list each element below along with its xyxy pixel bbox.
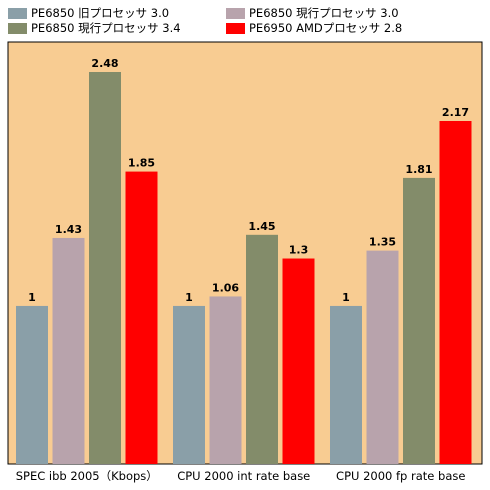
- legend-swatch: [226, 22, 245, 34]
- value-label-2-4: 1.3: [289, 244, 309, 257]
- value-label-1-2: 1.43: [55, 223, 82, 236]
- value-label-1-3: 2.48: [91, 57, 118, 70]
- legend-label: PE6950 AMDプロセッサ 2.8: [249, 21, 403, 35]
- bar-1-1: [16, 305, 48, 464]
- bar-2-1: [173, 305, 205, 464]
- value-label-3-4: 2.17: [442, 106, 469, 119]
- value-label-1-1: 1: [28, 291, 36, 304]
- legend-item-series-4: PE6950 AMDプロセッサ 2.8: [226, 21, 402, 35]
- value-label-2-3: 1.45: [248, 220, 275, 233]
- legend-swatch: [8, 22, 27, 34]
- value-label-3-3: 1.81: [405, 163, 432, 176]
- legend-item-series-1: PE6850 旧プロセッサ 3.0: [8, 6, 169, 20]
- bar-1-2: [52, 237, 85, 464]
- category-label-3: CPU 2000 fp rate base: [336, 469, 465, 483]
- category-labels-layer: SPEC ibb 2005（Kbops） CPU 2000 int rate ba…: [16, 469, 466, 483]
- bar-2-4: [282, 258, 315, 464]
- legend-item-series-2: PE6850 現行プロセッサ 3.0: [226, 6, 399, 20]
- legend-label: PE6850 現行プロセッサ 3.4: [31, 21, 181, 35]
- value-label-3-1: 1: [342, 291, 350, 304]
- legend-swatch: [8, 7, 27, 19]
- bar-3-3: [403, 177, 435, 464]
- bar-1-4: [125, 171, 158, 465]
- value-label-2-2: 1.06: [212, 281, 239, 294]
- bar-3-4: [439, 121, 472, 464]
- bar-2-3: [246, 234, 278, 464]
- legend: PE6850 旧プロセッサ 3.0 PE6850 現行プロセッサ 3.0 PE6…: [8, 6, 484, 36]
- value-label-1-4: 1.85: [128, 157, 155, 170]
- bar-3-2: [366, 250, 399, 464]
- legend-swatch: [226, 7, 245, 19]
- value-labels-layer: 1 1.43 2.48 1.85 1 1.06 1.45 1.3 1 1.35 1.81 2.17: [28, 57, 469, 304]
- value-label-2-1: 1: [185, 291, 193, 304]
- legend-item-series-3: PE6850 現行プロセッサ 3.4: [8, 21, 181, 35]
- bars-layer: [16, 72, 472, 465]
- bar-1-3: [89, 72, 121, 464]
- category-label-1: SPEC ibb 2005（Kbops）: [16, 469, 158, 483]
- bar-3-1: [330, 305, 362, 464]
- legend-label: PE6850 旧プロセッサ 3.0: [31, 6, 170, 20]
- legend-label: PE6850 現行プロセッサ 3.0: [249, 6, 399, 20]
- value-label-3-2: 1.35: [369, 236, 396, 249]
- category-label-2: CPU 2000 int rate base: [177, 469, 310, 483]
- bar-2-2: [209, 296, 242, 464]
